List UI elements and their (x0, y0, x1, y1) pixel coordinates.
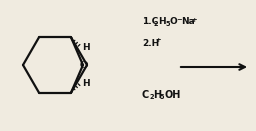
Text: +: + (155, 37, 161, 43)
Text: 5: 5 (160, 94, 165, 100)
Text: O: O (169, 18, 177, 26)
Text: 2.H: 2.H (142, 39, 159, 48)
Text: 1.C: 1.C (142, 18, 158, 26)
Text: H: H (153, 90, 161, 100)
Text: +: + (191, 17, 197, 23)
Text: 5: 5 (165, 21, 169, 27)
Text: OH: OH (165, 90, 181, 100)
Text: 2: 2 (149, 94, 154, 100)
Text: H: H (158, 18, 166, 26)
Text: H: H (82, 79, 90, 88)
Text: O: O (80, 61, 88, 70)
Text: Na: Na (181, 18, 195, 26)
Text: −: − (176, 17, 182, 23)
Text: 2: 2 (154, 21, 159, 27)
Text: C: C (142, 90, 149, 100)
Text: H: H (82, 43, 90, 52)
